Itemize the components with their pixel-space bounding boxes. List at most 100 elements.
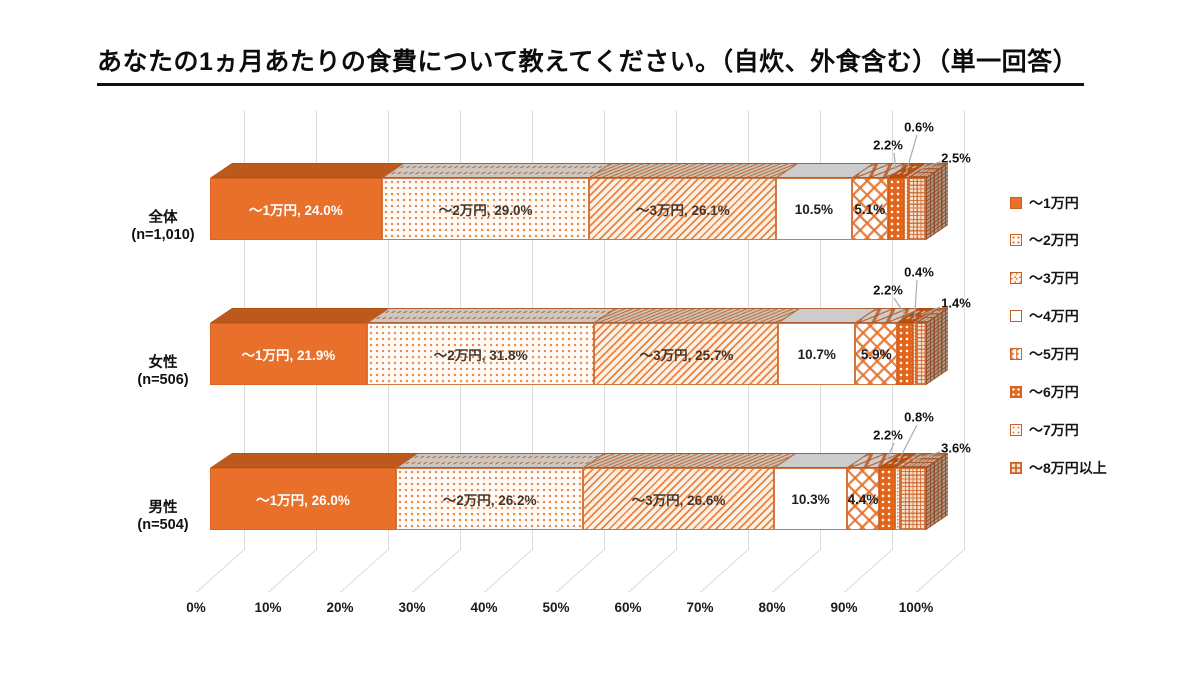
gridline-floor-segment — [700, 549, 749, 593]
segment-～7万円 — [903, 178, 909, 240]
x-tick-label: 80% — [758, 600, 786, 615]
category-label: 女性 (n=506) — [78, 355, 248, 389]
segment-top-～1万円 — [210, 163, 404, 178]
legend-label: ～7万円 — [1029, 421, 1079, 438]
category-name: 全体 — [148, 210, 178, 226]
segment-～2万円: ～2万円, 31.8% — [366, 323, 595, 385]
segment-～3万円: ～3万円, 26.6% — [583, 468, 774, 530]
callout-～8万円以上: 1.4% — [941, 295, 971, 311]
callout-～7万円: 0.4% — [904, 264, 934, 280]
segment-label: 10.3% — [791, 491, 830, 507]
bar-side-face — [926, 307, 948, 385]
x-tick-label: 100% — [898, 600, 934, 615]
gridline-floor-segment — [484, 549, 533, 593]
legend-item-～6万円: ～6万円 — [1010, 383, 1079, 401]
segment-～1万円: ～1万円, 24.0% — [210, 178, 382, 240]
legend-label: ～3万円 — [1029, 270, 1079, 287]
legend-label: ～4万円 — [1029, 308, 1079, 325]
segment-label: ～1万円, 24.0% — [249, 203, 343, 218]
callout-～6万円: 2.2% — [873, 137, 903, 153]
legend-swatch-icon — [1010, 423, 1022, 436]
callout-～8万円以上: 2.5% — [941, 150, 971, 166]
bar-front-face: ～1万円, 26.0% ～2万円, 26.2% ～3万円, 26.6% 10.3% 4.… — [210, 468, 926, 530]
segment-top-～3万円 — [583, 453, 796, 468]
bar-top-face — [210, 163, 949, 178]
gridline-floor-segment — [556, 549, 605, 593]
category-name: 男性 — [148, 500, 178, 516]
segment-top-～3万円 — [589, 163, 799, 178]
segment-～4万円: 10.5% — [776, 178, 852, 240]
segment-top-～1万円 — [210, 453, 419, 468]
segment-～8万円以上 — [900, 468, 926, 530]
legend-swatch-icon — [1010, 310, 1022, 323]
legend-item-～1万円: ～1万円 — [1010, 194, 1079, 212]
bar-top-face — [210, 453, 949, 468]
x-tick-label: 30% — [398, 600, 426, 615]
x-tick-label: 90% — [830, 600, 858, 615]
x-tick-label: 40% — [470, 600, 498, 615]
segment-label: 10.7% — [797, 346, 836, 362]
category-name: 女性 — [148, 355, 178, 371]
segment-～8万円以上 — [915, 323, 926, 385]
segment-label: 5.9% — [860, 346, 892, 362]
segment-～5万円: 5.1% — [851, 178, 889, 240]
callout-～7万円: 0.8% — [904, 409, 934, 425]
segment-～5万円: 5.9% — [855, 323, 898, 385]
legend-swatch-icon — [1010, 461, 1022, 474]
legend-label: ～2万円 — [1029, 232, 1079, 249]
segment-top-～2万円 — [381, 163, 612, 178]
gridline-floor-segment — [916, 549, 965, 593]
segment-～4万円: 10.7% — [778, 323, 856, 385]
legend-item-～3万円: ～3万円 — [1010, 269, 1079, 287]
segment-top-～3万円 — [594, 308, 801, 323]
bar-全体: ～1万円, 24.0% ～2万円, 29.0% ～3万円, 26.1% 10.5% 5.… — [210, 162, 952, 241]
legend-item-～7万円: ～7万円 — [1010, 421, 1079, 439]
bar-front-face: ～1万円, 21.9% ～2万円, 31.8% ～3万円, 25.7% 10.7% 5.… — [210, 323, 926, 385]
callout-～8万円以上: 3.6% — [941, 440, 971, 456]
segment-～2万円: ～2万円, 29.0% — [381, 178, 590, 240]
gridline-floor-segment — [412, 549, 461, 593]
legend-swatch-icon — [1010, 234, 1022, 247]
legend-swatch-icon — [1010, 386, 1022, 398]
segment-top-～2万円 — [395, 453, 606, 468]
legend-item-～2万円: ～2万円 — [1010, 231, 1079, 249]
x-tick-label: 0% — [186, 600, 206, 615]
legend-item-～8万円以上: ～8万円以上 — [1010, 459, 1107, 477]
callout-～6万円: 2.2% — [873, 282, 903, 298]
x-tick-label: 20% — [326, 600, 354, 615]
category-label: 男性 (n=504) — [78, 500, 248, 534]
segment-～1万円: ～1万円, 26.0% — [210, 468, 396, 530]
segment-～1万円: ～1万円, 21.9% — [210, 323, 367, 385]
bar-side-face — [926, 162, 948, 240]
chart-title: あなたの1ヵ月あたりの食費について教えてください。（自炊、外食含む）（単一回答） — [97, 42, 1085, 86]
gridline-floor-segment — [844, 549, 893, 593]
segment-label: 4.4% — [847, 491, 879, 507]
legend-swatch-icon — [1010, 272, 1022, 285]
x-tick-label: 70% — [686, 600, 714, 615]
category-label: 全体 (n=1,010) — [78, 210, 248, 244]
segment-～8万円以上 — [908, 178, 926, 240]
segment-～5万円: 4.4% — [847, 468, 879, 530]
segment-label: ～2万円, 29.0% — [438, 203, 533, 218]
gridline-floor-segment — [628, 549, 677, 593]
legend-label: ～8万円以上 — [1029, 459, 1107, 476]
segment-label: ～1万円, 26.0% — [256, 493, 350, 508]
x-tick-label: 10% — [254, 600, 282, 615]
segment-label: 5.1% — [854, 201, 886, 217]
bar-女性: ～1万円, 21.9% ～2万円, 31.8% ～3万円, 25.7% 10.7% 5.… — [210, 307, 952, 386]
x-tick-label: 60% — [614, 600, 642, 615]
bar-side-face — [926, 452, 948, 530]
segment-label: 10.5% — [794, 201, 834, 217]
legend-swatch-icon — [1010, 348, 1022, 361]
category-n: (n=1,010) — [131, 227, 195, 243]
segment-label: ～3万円, 25.7% — [639, 348, 734, 363]
gridline — [964, 110, 965, 550]
gridline-floor-segment — [340, 549, 389, 593]
gridline-floor-segment — [268, 549, 317, 593]
segment-～7万円 — [913, 323, 916, 385]
callout-～6万円: 2.2% — [873, 427, 903, 443]
legend-label: ～5万円 — [1029, 346, 1079, 363]
segment-～6万円 — [878, 468, 895, 530]
segment-～3万円: ～3万円, 26.1% — [589, 178, 777, 240]
